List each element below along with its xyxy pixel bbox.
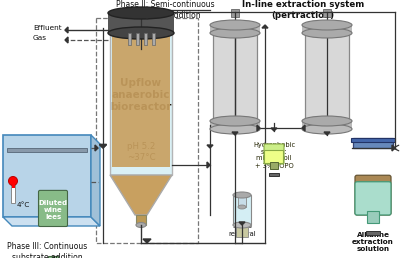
Polygon shape xyxy=(257,125,260,131)
Text: In-line extraction system
(pertraction): In-line extraction system (pertraction) xyxy=(242,0,364,20)
Bar xyxy=(270,162,278,169)
Bar xyxy=(366,231,380,235)
Bar xyxy=(305,33,349,121)
Bar xyxy=(367,211,379,223)
Polygon shape xyxy=(302,125,305,131)
Polygon shape xyxy=(65,37,68,43)
Polygon shape xyxy=(3,217,100,226)
Text: Forward
membrane
contactor:
broth to oil: Forward membrane contactor: broth to oil xyxy=(216,104,254,132)
Bar xyxy=(353,138,393,148)
Text: pH 5.2
~37°C: pH 5.2 ~37°C xyxy=(127,142,155,162)
Bar xyxy=(238,193,246,207)
Ellipse shape xyxy=(302,116,352,126)
Bar xyxy=(213,33,257,121)
Polygon shape xyxy=(239,222,245,225)
Polygon shape xyxy=(110,175,172,215)
Text: Backward
membrane
contactor:
oil to alkaline: Backward membrane contactor: oil to alka… xyxy=(304,104,350,132)
Ellipse shape xyxy=(136,222,146,228)
Text: pH 9: pH 9 xyxy=(362,179,384,188)
Bar xyxy=(351,138,395,142)
Text: Phase II: Semi-continuous
substrate addition: Phase II: Semi-continuous substrate addi… xyxy=(116,0,214,20)
Bar xyxy=(128,33,130,45)
Text: Solids
removal: Solids removal xyxy=(228,223,256,237)
Bar xyxy=(236,223,248,237)
Polygon shape xyxy=(143,239,151,243)
Bar xyxy=(323,9,331,17)
FancyBboxPatch shape xyxy=(264,144,284,164)
Text: Hydrophobic
solvent:
mineral oil
+ 3% TOPO: Hydrophobic solvent: mineral oil + 3% TO… xyxy=(253,141,295,168)
Polygon shape xyxy=(100,144,106,148)
Polygon shape xyxy=(207,145,213,148)
Bar xyxy=(108,13,174,33)
Text: Phase III: Continuous
substrate addition: Phase III: Continuous substrate addition xyxy=(7,242,87,258)
Text: Alkaline
extraction
solution: Alkaline extraction solution xyxy=(352,232,394,252)
Bar xyxy=(210,121,260,129)
Ellipse shape xyxy=(233,192,251,198)
Bar xyxy=(48,256,58,258)
Polygon shape xyxy=(95,145,98,151)
Bar xyxy=(110,13,172,175)
Ellipse shape xyxy=(302,28,352,38)
Ellipse shape xyxy=(108,27,174,39)
Ellipse shape xyxy=(302,20,352,30)
Polygon shape xyxy=(65,27,68,33)
Polygon shape xyxy=(91,135,100,226)
FancyBboxPatch shape xyxy=(355,182,391,215)
Polygon shape xyxy=(144,15,150,18)
Bar xyxy=(12,178,14,188)
Polygon shape xyxy=(207,162,210,168)
Bar xyxy=(231,9,239,17)
Polygon shape xyxy=(100,144,106,148)
Ellipse shape xyxy=(210,116,260,126)
Ellipse shape xyxy=(302,124,352,134)
Bar xyxy=(302,121,352,129)
Ellipse shape xyxy=(238,205,246,209)
Text: Diluted
wine
lees: Diluted wine lees xyxy=(38,200,68,220)
Bar xyxy=(112,23,170,167)
Text: Upflow
anaerobic
bioreactor: Upflow anaerobic bioreactor xyxy=(110,78,172,112)
Text: Gas: Gas xyxy=(33,35,47,41)
Circle shape xyxy=(8,176,18,186)
Bar xyxy=(3,135,91,217)
FancyBboxPatch shape xyxy=(38,190,68,227)
Polygon shape xyxy=(271,128,277,131)
Bar xyxy=(302,25,352,33)
Bar xyxy=(7,148,87,152)
Bar xyxy=(269,173,279,176)
Ellipse shape xyxy=(108,7,174,19)
Bar xyxy=(144,33,146,45)
Polygon shape xyxy=(262,25,268,28)
Ellipse shape xyxy=(210,20,260,30)
Text: Effluent: Effluent xyxy=(33,25,62,31)
FancyBboxPatch shape xyxy=(264,150,284,164)
Bar xyxy=(136,215,146,225)
Polygon shape xyxy=(324,132,330,135)
Bar xyxy=(152,33,154,45)
Bar xyxy=(11,179,15,203)
Text: 4°C: 4°C xyxy=(17,202,30,208)
FancyBboxPatch shape xyxy=(355,175,391,215)
Bar xyxy=(210,25,260,33)
Ellipse shape xyxy=(233,222,251,228)
Polygon shape xyxy=(232,132,238,135)
Bar xyxy=(136,33,138,45)
Polygon shape xyxy=(392,145,395,151)
Bar xyxy=(233,195,251,225)
Ellipse shape xyxy=(210,28,260,38)
Ellipse shape xyxy=(210,124,260,134)
